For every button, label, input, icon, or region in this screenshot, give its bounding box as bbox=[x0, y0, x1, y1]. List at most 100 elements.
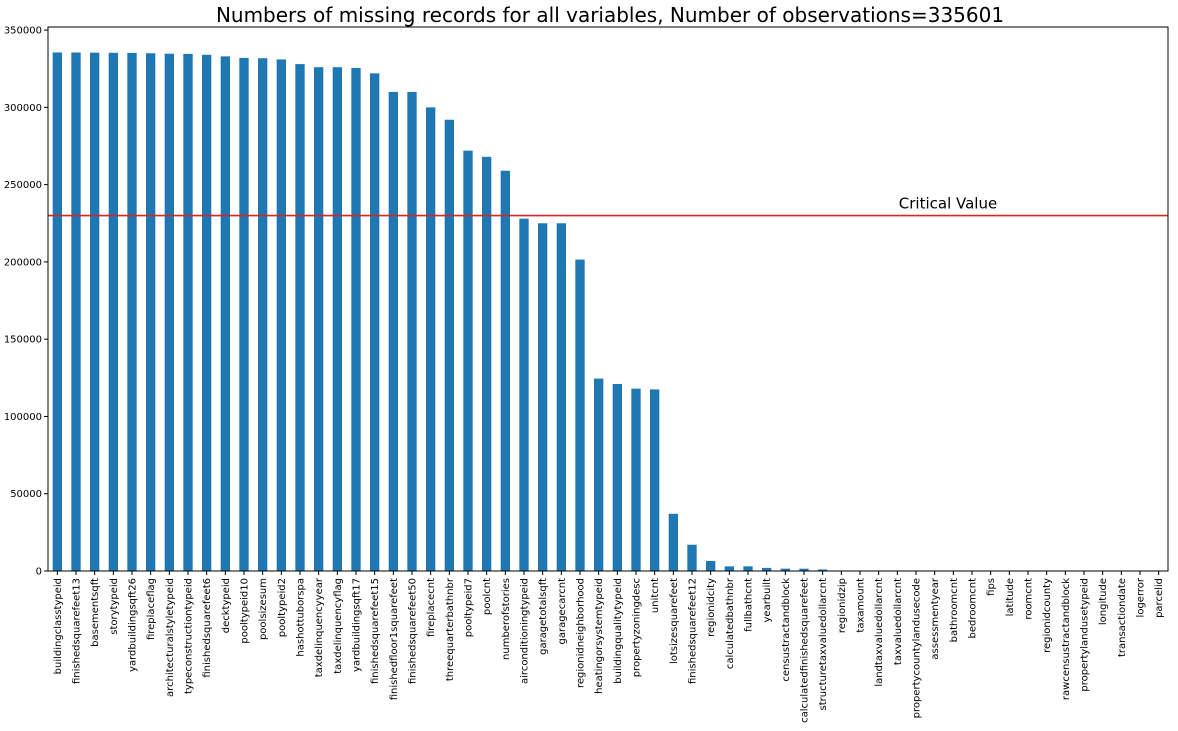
x-tick-label: lotsizesquarefeet bbox=[669, 578, 680, 664]
x-tick-label: yardbuildingsqft26 bbox=[128, 578, 139, 672]
bar-airconditioningtypeid bbox=[519, 218, 529, 572]
x-tick-label: calculatedbathnbr bbox=[725, 577, 736, 669]
bar-propertyzoningdesc bbox=[631, 388, 641, 571]
x-tick-label: fireplacecnt bbox=[426, 578, 437, 637]
bar-taxdelinquencyflag bbox=[332, 67, 342, 571]
x-tick-label: heatingorsystemtypeid bbox=[594, 578, 605, 694]
x-tick-label: propertyzoningdesc bbox=[632, 578, 643, 677]
bar-heatingorsystemtypeid bbox=[594, 378, 604, 571]
bar-calculatedbathnbr bbox=[724, 566, 734, 571]
bar-yearbuilt bbox=[762, 567, 772, 571]
bar-threequarterbathnbr bbox=[444, 119, 454, 572]
y-tick-label: 0 bbox=[36, 567, 42, 578]
x-tick-label: typeconstructiontypeid bbox=[184, 578, 195, 694]
bars bbox=[52, 52, 1108, 572]
x-tick-label: architecturalstyletypeid bbox=[165, 578, 176, 697]
bar-regionidneighborhood bbox=[575, 259, 585, 571]
bar-storytypeid bbox=[108, 52, 118, 572]
x-tick-label: transactiondate bbox=[1117, 578, 1128, 657]
bar-fullbathcnt bbox=[743, 566, 753, 571]
chart-title: Numbers of missing records for all varia… bbox=[216, 3, 1004, 27]
x-tick-label: finishedsquarefeet15 bbox=[370, 578, 381, 684]
bar-finishedsquarefeet50 bbox=[407, 91, 417, 571]
bar-finishedsquarefeet6 bbox=[202, 54, 212, 572]
x-tick-label: basementsqft bbox=[90, 578, 101, 647]
bar-hashottuborspa bbox=[295, 64, 305, 571]
x-tick-label: pooltypeid2 bbox=[277, 578, 288, 637]
x-tick-label: regionidneighborhood bbox=[576, 578, 587, 688]
x-tick-label: poolsizesum bbox=[258, 578, 269, 640]
x-tick-label: pooltypeid7 bbox=[464, 578, 475, 637]
x-tick-label: bathroomcnt bbox=[949, 578, 960, 642]
x-tick-label: fireplaceflag bbox=[146, 578, 157, 640]
x-tick-label: taxdelinquencyyear bbox=[314, 577, 325, 677]
x-tick-label: propertycountylandusecode bbox=[912, 578, 923, 718]
y-tick-label: 50000 bbox=[10, 489, 42, 500]
bar-decktypeid bbox=[220, 56, 230, 571]
y-tick-label: 300000 bbox=[4, 103, 42, 114]
x-tick-label: taxvaluedollarcnt bbox=[893, 578, 904, 665]
critical-value-label: Critical Value bbox=[899, 195, 997, 213]
plot-frame bbox=[47, 26, 1169, 572]
bar-yardbuildingsqft17 bbox=[351, 67, 361, 572]
bar-finishedfloor1squarefeet bbox=[388, 91, 398, 571]
x-tick-label: propertylandusetypeid bbox=[1080, 578, 1091, 692]
x-tick-label: buildingqualitytypeid bbox=[613, 578, 624, 684]
bar-censustractandblock bbox=[780, 568, 790, 571]
x-tick-label: regionidzip bbox=[837, 578, 848, 633]
x-tick-label: parcelid bbox=[1154, 578, 1165, 618]
x-tick-label: garagetotalsqft bbox=[538, 578, 549, 655]
bar-poolcnt bbox=[482, 156, 492, 571]
x-tick-label: latitude bbox=[1005, 578, 1016, 616]
bar-pooltypeid10 bbox=[239, 57, 249, 571]
x-tick-label: pooltypeid10 bbox=[240, 578, 251, 644]
x-tick-label: decktypeid bbox=[221, 578, 232, 633]
x-tick-label: numberofstories bbox=[501, 578, 512, 660]
bar-finishedsquarefeet12 bbox=[687, 544, 697, 571]
x-axis: buildingclasstypeid finishedsquarefeet13 b… bbox=[53, 571, 1165, 723]
bar-garagetotalsqft bbox=[538, 223, 548, 572]
bar-architecturalstyletypeid bbox=[164, 53, 174, 571]
x-tick-label: fips bbox=[986, 578, 997, 596]
x-tick-label: poolcnt bbox=[482, 578, 493, 615]
bar-lotsizesquarefeet bbox=[668, 513, 678, 571]
bar-structuretaxvaluedollarcnt bbox=[818, 569, 828, 571]
bar-typeconstructiontypeid bbox=[183, 53, 193, 571]
bar-yardbuildingsqft26 bbox=[127, 52, 137, 572]
y-tick-label: 200000 bbox=[4, 257, 42, 268]
bar-fireplaceflag bbox=[146, 53, 156, 572]
x-tick-label: regionidcity bbox=[706, 578, 717, 637]
x-tick-label: landtaxvaluedollarcnt bbox=[874, 578, 885, 687]
x-tick-label: bedroomcnt bbox=[968, 578, 979, 639]
x-tick-label: yearbuilt bbox=[762, 578, 773, 623]
x-tick-label: finishedsquarefeet13 bbox=[72, 578, 83, 684]
x-tick-label: hashottuborspa bbox=[296, 578, 307, 657]
x-tick-label: storytypeid bbox=[109, 578, 120, 635]
bar-finishedsquarefeet15 bbox=[370, 73, 380, 571]
x-tick-label: garagecarcnt bbox=[557, 578, 568, 645]
bar-pooltypeid2 bbox=[276, 59, 286, 572]
bar-buildingqualitytypeid bbox=[612, 384, 622, 571]
x-tick-label: calculatedfinishedsquarefeet bbox=[800, 578, 811, 723]
y-tick-label: 100000 bbox=[4, 412, 42, 423]
bar-unitcnt bbox=[650, 389, 660, 571]
bar-pooltypeid7 bbox=[463, 150, 473, 572]
x-tick-label: taxamount bbox=[856, 578, 867, 633]
x-tick-label: finishedsquarefeet50 bbox=[408, 578, 419, 684]
x-tick-label: finishedsquarefeet6 bbox=[202, 578, 213, 678]
bar-basementsqft bbox=[90, 52, 100, 572]
x-tick-label: finishedsquarefeet12 bbox=[688, 578, 699, 684]
x-tick-label: taxdelinquencyflag bbox=[333, 578, 344, 674]
bar-regionidcity bbox=[706, 560, 716, 571]
bar-garagecarcnt bbox=[556, 223, 566, 572]
x-tick-label: finishedfloor1squarefeet bbox=[389, 578, 400, 700]
x-tick-label: threequarterbathnbr bbox=[445, 577, 456, 681]
bar-fireplacecnt bbox=[426, 107, 436, 571]
x-tick-label: airconditioningtypeid bbox=[520, 578, 531, 684]
x-tick-label: unitcnt bbox=[650, 578, 661, 613]
x-tick-label: rawcensustractandblock bbox=[1061, 578, 1072, 700]
x-tick-label: logerror bbox=[1136, 577, 1147, 617]
bar-finishedsquarefeet13 bbox=[71, 52, 81, 571]
bar-taxdelinquencyyear bbox=[314, 67, 324, 571]
